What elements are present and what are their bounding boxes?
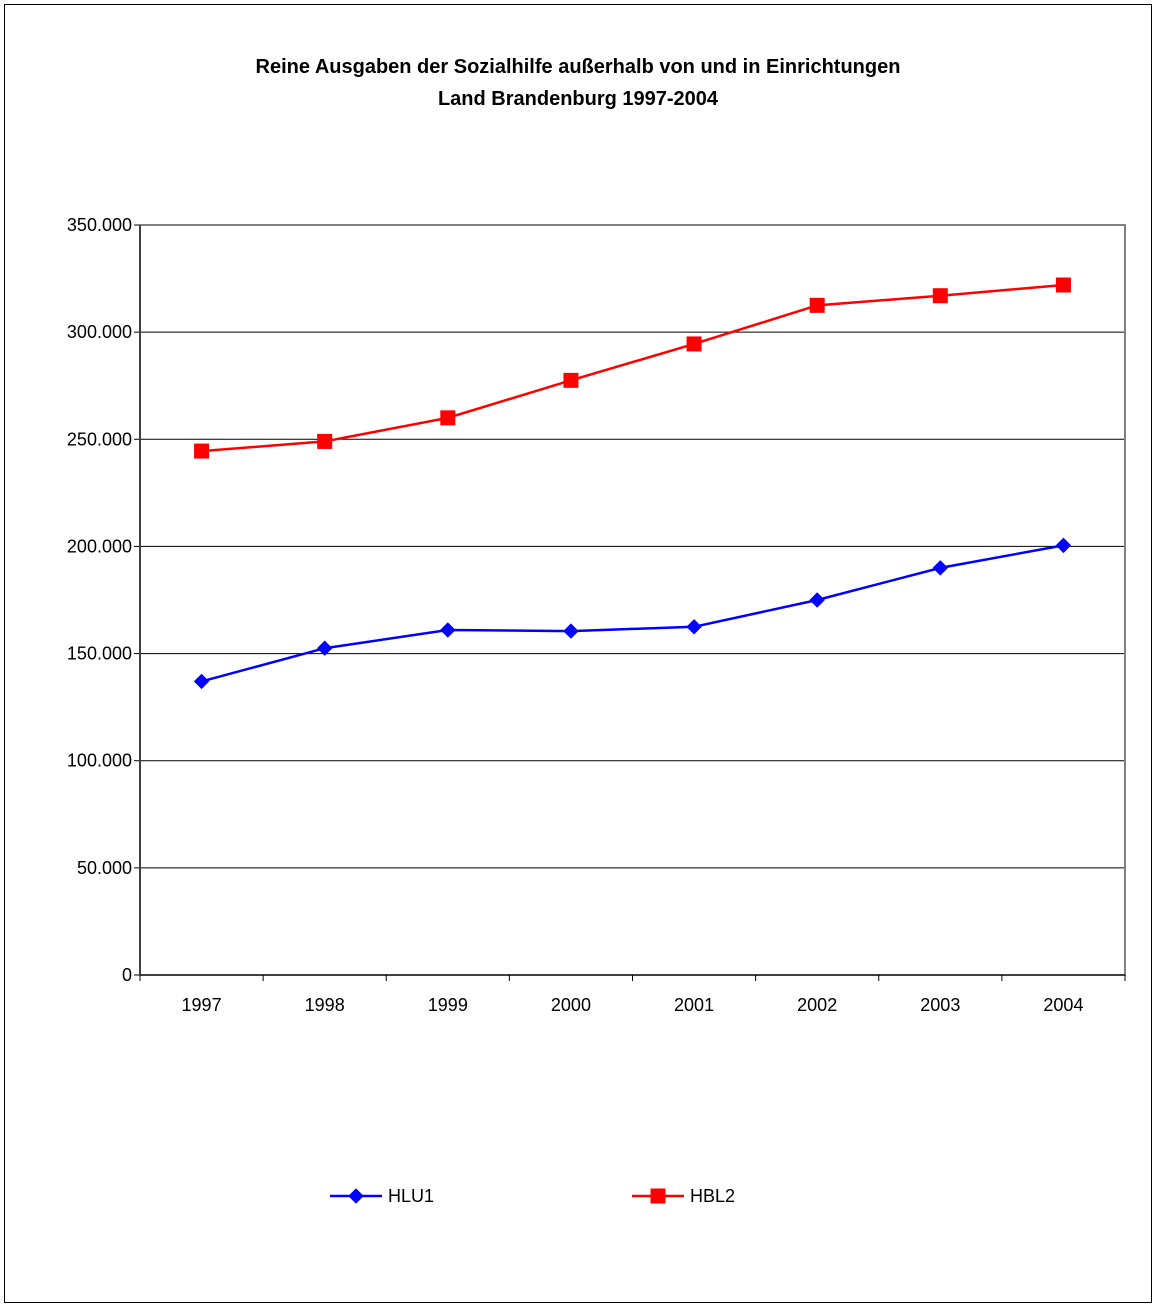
legend-item-hbl2: HBL2 (632, 1186, 735, 1206)
plot-area (139, 224, 1126, 976)
data-point (1055, 537, 1072, 554)
data-point (316, 640, 333, 656)
data-point (809, 592, 825, 608)
series-hbl2 (194, 277, 1071, 459)
y-tick-label: 350.000 (67, 215, 132, 235)
x-tick-label: 2000 (551, 995, 591, 1015)
data-point (1055, 277, 1071, 293)
data-point (348, 1188, 364, 1204)
x-tick-label: 1999 (428, 995, 468, 1015)
series-line (201, 283, 1064, 453)
axes: 0 50.000 100.000 150.000 200.000 250.000 300.0… (67, 215, 1126, 1015)
data-point (440, 622, 456, 638)
data-point (686, 336, 702, 352)
chart-subtitle: Land Brandenburg 1997-2004 (437, 88, 719, 110)
chart-title: Reine Ausgaben der Sozialhilfe außerhalb… (255, 56, 901, 78)
y-tick-label: 200.000 (67, 536, 132, 556)
data-point (932, 288, 948, 304)
x-tick-label: 1997 (182, 995, 222, 1015)
x-tick-label: 2003 (920, 995, 960, 1015)
data-point (193, 673, 210, 690)
series (193, 277, 1072, 690)
y-tick-label: 300.000 (67, 322, 132, 342)
y-tick-label: 0 (122, 965, 132, 985)
data-point (686, 619, 702, 635)
legend-label: HBL2 (690, 1186, 735, 1206)
legend-label: HLU1 (388, 1186, 434, 1206)
data-point (932, 560, 949, 576)
x-tick-label: 2002 (797, 995, 837, 1015)
data-point (440, 410, 456, 426)
y-tick-label: 100.000 (67, 751, 132, 771)
legend: HLU1 HBL2 (330, 1186, 735, 1206)
gridlines (140, 224, 1125, 869)
data-point (194, 443, 210, 459)
data-point (563, 623, 579, 639)
legend-item-hlu1: HLU1 (330, 1186, 434, 1206)
series-line (201, 544, 1064, 683)
data-point (650, 1188, 666, 1204)
series-hlu1 (193, 537, 1072, 690)
data-point (563, 372, 579, 388)
data-point (317, 433, 333, 449)
x-tick-label: 1998 (305, 995, 345, 1015)
data-point (809, 297, 825, 313)
y-tick-label: 250.000 (67, 429, 132, 449)
y-tick-label: 50.000 (77, 858, 132, 878)
x-tick-label: 2001 (674, 995, 714, 1015)
y-tick-label: 150.000 (67, 644, 132, 664)
x-tick-label: 2004 (1043, 995, 1083, 1015)
